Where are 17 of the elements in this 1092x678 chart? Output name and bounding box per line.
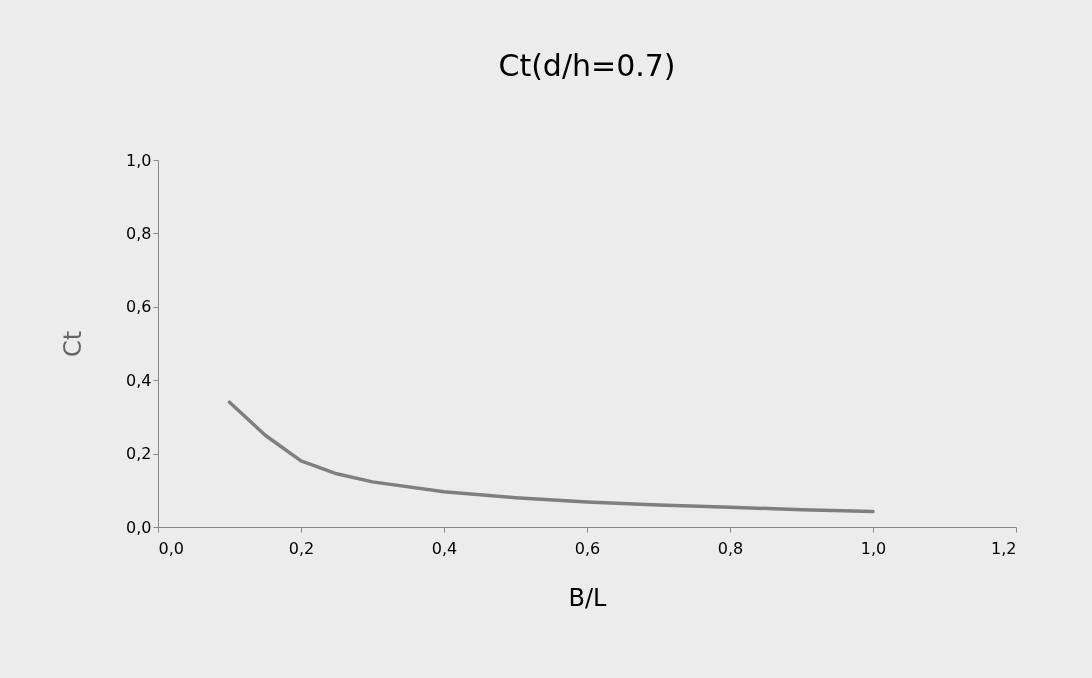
x-tick-label: 0,6 bbox=[574, 538, 601, 558]
x-tick-label: 0,0 bbox=[158, 538, 184, 558]
x-tick-label: 1,0 bbox=[860, 538, 887, 558]
x-tick-label: 0,4 bbox=[431, 538, 458, 558]
y-axis-title: Ct bbox=[59, 330, 88, 358]
y-tick-label: 1,0 bbox=[126, 150, 152, 170]
y-tick-label: 0,2 bbox=[126, 444, 152, 464]
y-tick-label: 0,0 bbox=[126, 517, 152, 537]
y-tick-label: 0,8 bbox=[126, 223, 152, 243]
x-tick-label: 1,2 bbox=[991, 538, 1017, 558]
chart-title: Ct(d/h=0.7) bbox=[498, 48, 676, 83]
y-tick-label: 0,6 bbox=[126, 297, 152, 317]
y-tick-label: 0,4 bbox=[126, 370, 152, 390]
x-tick-label: 0,2 bbox=[288, 538, 315, 558]
line-series bbox=[227, 400, 875, 514]
x-axis-title: B/L bbox=[568, 583, 608, 612]
x-tick-label: 0,8 bbox=[717, 538, 744, 558]
